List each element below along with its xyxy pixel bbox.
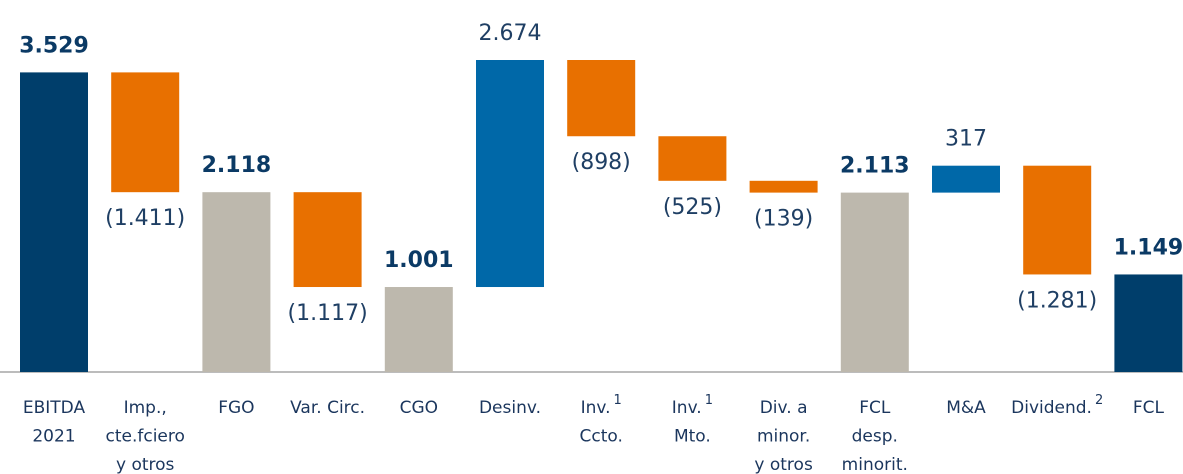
value-label: (898) (572, 150, 631, 175)
x-tick-label-text: Desinv. (479, 398, 541, 418)
value-label: 317 (945, 127, 987, 152)
x-tick-label-text: FGO (218, 398, 254, 418)
x-tick-label: CGO (400, 398, 438, 418)
x-tick-label-text: Inv. (672, 398, 702, 418)
x-tick-label: FCL (1133, 398, 1165, 418)
x-tick-label: FCL (859, 398, 891, 418)
x-tick-label-text: EBITDA (23, 398, 86, 418)
bar (476, 60, 544, 288)
value-label: 1.149 (1114, 235, 1183, 260)
footnote-mark: 1 (614, 393, 622, 408)
x-tick-label: M&A (946, 398, 986, 418)
x-tick-label: Dividend. 2 (1011, 393, 1103, 419)
x-tick-label-text: CGO (400, 398, 438, 418)
x-tick-label-text: Inv. (581, 398, 611, 418)
bar (20, 72, 88, 372)
value-label: (1.117) (288, 301, 368, 326)
value-label: 1.001 (384, 248, 454, 273)
x-tick-label-text: 2021 (32, 427, 75, 447)
value-label: 2.674 (479, 21, 542, 46)
bar (1114, 274, 1183, 372)
x-tick-label: desp. (852, 427, 898, 447)
bar (840, 192, 909, 372)
x-tick-label-text: minor. (757, 427, 810, 447)
bar (202, 192, 271, 372)
x-tick-label: minorit. (842, 455, 908, 474)
bar (384, 287, 453, 372)
x-tick-label-text: FCL (859, 398, 891, 418)
value-label: (525) (663, 195, 722, 220)
x-tick-label: y otros (116, 455, 175, 474)
x-tick-label: Desinv. (479, 398, 541, 418)
x-tick-label-text: Ccto. (580, 427, 623, 447)
value-label: (1.411) (105, 206, 185, 231)
value-label: (1.281) (1017, 288, 1097, 313)
x-tick-label-text: Imp., (124, 398, 167, 418)
x-tick-label: EBITDA (23, 398, 86, 418)
x-tick-label: Ccto. (580, 427, 623, 447)
bar (293, 192, 362, 288)
bar (1023, 165, 1092, 275)
x-tick-label-text: Var. Circ. (290, 398, 365, 418)
x-tick-label-text: Mto. (674, 427, 711, 447)
x-tick-label-text: Dividend. (1011, 398, 1092, 418)
x-tick-label: minor. (757, 427, 810, 447)
x-tick-label: cte.fciero (105, 427, 184, 447)
x-tick-label-text: desp. (852, 427, 898, 447)
x-tick-label: Mto. (674, 427, 711, 447)
x-tick-label: y otros (754, 455, 813, 474)
x-tick-label-text: M&A (946, 398, 986, 418)
bar (567, 60, 636, 137)
x-tick-label-text: cte.fciero (105, 427, 184, 447)
footnote-mark: 2 (1095, 393, 1103, 408)
value-label: 3.529 (19, 33, 89, 58)
x-tick-label-text: minorit. (842, 455, 908, 474)
bar (111, 72, 180, 193)
bar (658, 136, 727, 181)
x-tick-label: FGO (218, 398, 254, 418)
x-tick-label: Imp., (124, 398, 167, 418)
x-tick-label-text: y otros (754, 455, 813, 474)
x-tick-label: Inv. 1 (581, 393, 622, 419)
x-tick-label: Div. a (760, 398, 808, 418)
bar (932, 165, 1000, 193)
x-tick-label-text: y otros (116, 455, 175, 474)
value-label: (139) (754, 207, 813, 232)
footnote-mark: 1 (705, 393, 713, 408)
value-label: 2.113 (840, 154, 910, 179)
bar (749, 180, 818, 193)
x-tick-label: Var. Circ. (290, 398, 365, 418)
x-tick-label-text: FCL (1133, 398, 1165, 418)
x-tick-label: Inv. 1 (672, 393, 713, 419)
x-tick-label: 2021 (32, 427, 75, 447)
x-tick-label-text: Div. a (760, 398, 808, 418)
value-label: 2.118 (202, 153, 272, 178)
